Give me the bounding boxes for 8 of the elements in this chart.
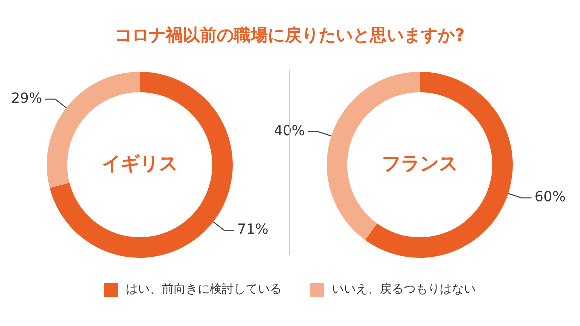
text: フランス <box>382 152 458 175</box>
data-label: 60% <box>534 190 566 206</box>
chart-title: コロナ禍以前の職場に戻りたいと思いますか? <box>114 25 466 47</box>
legend-label: はい、前向きに検討している <box>126 281 282 298</box>
data-label: 71% <box>238 222 269 238</box>
data-label: 29% <box>11 91 42 108</box>
legend-label: いいえ、戻るつもりはない <box>332 281 476 298</box>
text: イギリス <box>102 152 178 175</box>
